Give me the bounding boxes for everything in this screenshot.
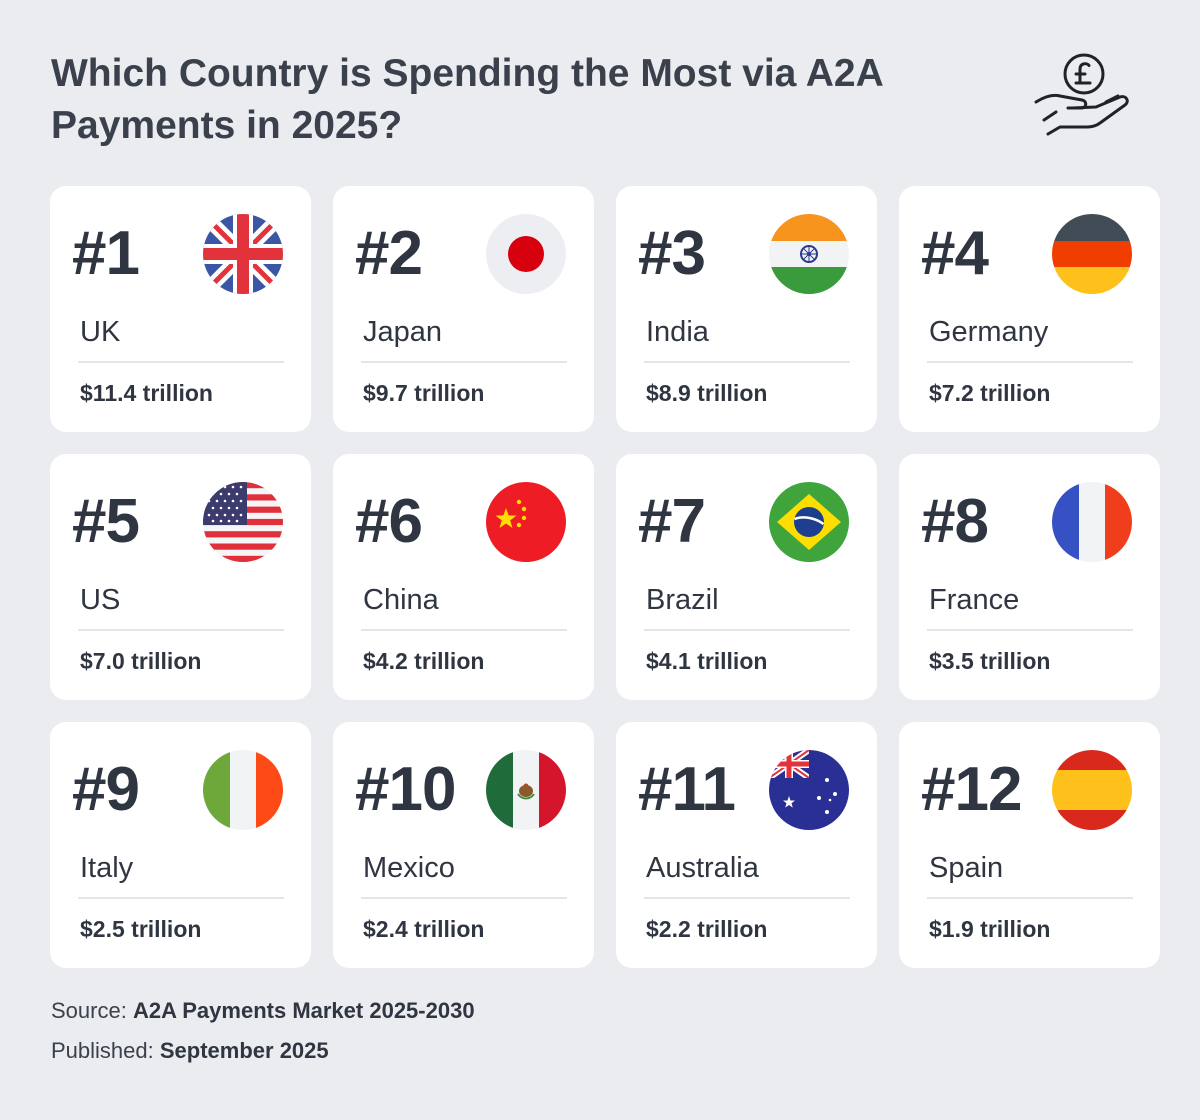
divider (361, 629, 567, 631)
divider (644, 361, 850, 363)
country-card: #7 Brazil $4.1 trillion (616, 454, 877, 700)
country-name: UK (80, 316, 121, 348)
country-card: #4 Germany $7.2 trillion (899, 186, 1160, 432)
country-name: Mexico (363, 852, 455, 884)
country-card: #6 China $4.2 trillion (333, 454, 594, 700)
published-value: September 2025 (159, 1038, 329, 1063)
spending-value: $2.2 trillion (646, 916, 768, 942)
spending-value: $2.4 trillion (363, 916, 485, 942)
country-card: #12 Spain $1.9 trillion (899, 722, 1160, 968)
divider (644, 629, 850, 631)
country-name: France (929, 584, 1020, 616)
page-title: Which Country is Spending the Most via A… (51, 52, 883, 147)
hand-holding-pound-coin-icon (1034, 53, 1129, 136)
country-name: Germany (929, 316, 1049, 348)
divider (361, 897, 567, 899)
source-label: Source: (51, 998, 127, 1023)
rank-number: #12 (921, 755, 1022, 824)
rank-number: #1 (72, 219, 140, 288)
country-name: US (80, 584, 121, 616)
mexico-flag-icon (486, 750, 566, 830)
spending-value: $1.9 trillion (929, 916, 1051, 942)
spending-value: $2.5 trillion (80, 916, 202, 942)
spending-value: $11.4 trillion (80, 380, 213, 406)
country-name: Italy (80, 852, 134, 884)
us-flag-icon (203, 482, 283, 562)
spending-value: $9.7 trillion (363, 380, 485, 406)
spending-value: $7.2 trillion (929, 380, 1051, 406)
published-label: Published: (51, 1038, 154, 1063)
rank-number: #6 (355, 487, 423, 556)
country-name: Spain (929, 852, 1004, 884)
rank-number: #8 (921, 487, 989, 556)
spending-value: $4.1 trillion (646, 648, 768, 674)
spain-flag-icon (1052, 750, 1132, 830)
china-flag-icon (486, 482, 566, 562)
rank-number: #9 (72, 755, 140, 824)
divider (927, 897, 1133, 899)
divider (361, 361, 567, 363)
country-card: #2 Japan $9.7 trillion (333, 186, 594, 432)
country-card: #1 UK $11.4 trillion (50, 186, 311, 432)
country-name: India (646, 316, 709, 348)
divider (78, 361, 284, 363)
rank-number: #7 (638, 487, 706, 556)
country-name: Brazil (646, 584, 719, 616)
country-card: #10 Mexico $2.4 trillion (333, 722, 594, 968)
spending-value: $3.5 trillion (929, 648, 1051, 674)
india-flag-icon (769, 214, 849, 294)
rank-number: #3 (638, 219, 706, 288)
rank-number: #4 (921, 219, 989, 288)
country-card: #8 France $3.5 trillion (899, 454, 1160, 700)
spending-value: $4.2 trillion (363, 648, 485, 674)
source-line: Source: A2A Payments Market 2025-2030 (51, 997, 475, 1025)
australia-flag-icon (769, 750, 849, 830)
france-flag-icon (1052, 482, 1132, 562)
divider (927, 629, 1133, 631)
rank-number: #11 (638, 755, 736, 824)
country-card: #5 (50, 454, 311, 700)
germany-flag-icon (1052, 214, 1132, 294)
rank-number: #2 (355, 219, 423, 288)
uk-flag-icon (203, 214, 283, 294)
published-line: Published: September 2025 (51, 1037, 329, 1065)
italy-flag-icon (203, 750, 283, 830)
rank-number: #10 (355, 755, 456, 824)
country-name: China (363, 584, 439, 616)
source-value: A2A Payments Market 2025-2030 (132, 998, 475, 1023)
rank-number: #5 (72, 487, 140, 556)
country-card: #3 India $8.9 trillion (616, 186, 877, 432)
country-card: #9 Italy $2.5 trillion (50, 722, 311, 968)
ranking-grid: #1 UK $11.4 trillion #2 Japan $9.7 trill… (50, 186, 1160, 968)
country-name: Japan (363, 316, 443, 348)
divider (644, 897, 850, 899)
divider (78, 629, 284, 631)
spending-value: $8.9 trillion (646, 380, 768, 406)
spending-value: $7.0 trillion (80, 648, 202, 674)
country-card: #11 (616, 722, 877, 968)
brazil-flag-icon (769, 482, 849, 562)
divider (78, 897, 284, 899)
country-name: Australia (646, 852, 759, 884)
japan-flag-icon (486, 214, 566, 294)
divider (927, 361, 1133, 363)
